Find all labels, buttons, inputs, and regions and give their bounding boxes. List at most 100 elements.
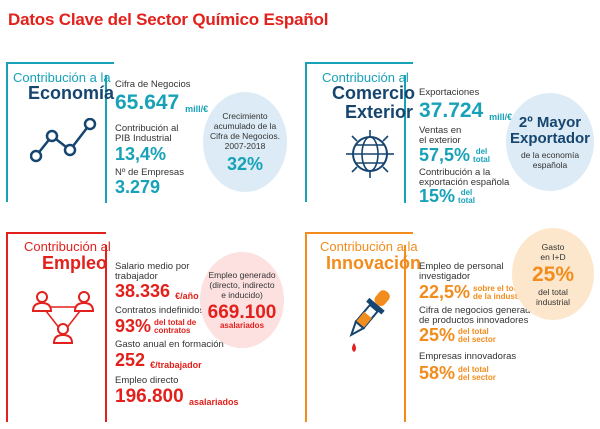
cifra-innov-unit: del total del sector <box>458 328 496 344</box>
gasto-unit: €/trabajador <box>150 360 202 370</box>
cifra-number: 65.647 <box>115 91 180 114</box>
investigador-unit: sobre el total de la industria <box>473 285 527 301</box>
divider <box>404 75 406 203</box>
ventas-number: 57,5% <box>419 145 471 165</box>
unit-line: del total <box>458 365 489 374</box>
circle-line: en I+D <box>540 251 566 262</box>
unit-line: del sector <box>458 335 496 344</box>
contratos-value: 93% del total de contratos <box>115 317 196 335</box>
contrib-label-line: exportación española <box>419 177 510 188</box>
directo-unit: asalariados <box>188 397 239 407</box>
circle-line: industrial <box>535 296 571 307</box>
ventas-value: 57,5% del total <box>419 146 490 164</box>
circle-line: (directo, indirecto <box>209 280 275 290</box>
cifra-innov-label-line: de productos innovadores <box>419 315 529 326</box>
unit-line: del total de <box>154 318 197 327</box>
gasto-value: 252 €/trabajador <box>115 350 202 370</box>
exportador-circle: 2º Mayor Exportador de la economía españ… <box>506 93 594 191</box>
circle-value: 25% <box>531 262 575 286</box>
salario-number: 38.336 <box>115 281 171 301</box>
section-title: Comercio <box>332 83 416 103</box>
crecimiento-circle: Crecimiento acumulado de la Cifra de Neg… <box>203 92 287 192</box>
cifra-innov-label-line: Cifra de negocios generada a partir <box>419 305 568 316</box>
empresas-innov-number: 58% <box>419 363 456 383</box>
circle-line: 2º Mayor <box>518 113 582 131</box>
unit-line: del total <box>458 327 489 336</box>
gasto-number: 252 <box>115 350 146 370</box>
pib-label-line: PIB Industrial <box>115 133 172 144</box>
pib-value: 13,4% <box>115 144 167 164</box>
divider <box>105 75 107 203</box>
section-subtitle: Contribución a la <box>320 239 418 254</box>
contrib-number: 15% <box>419 186 456 206</box>
circle-line: acumulado de la <box>213 121 277 131</box>
page-title: Datos Clave del Sector Químico Español <box>8 10 329 29</box>
cifra-label: Cifra de Negocios <box>115 79 191 90</box>
salario-label-line: Salario medio por <box>115 261 190 272</box>
ventas-unit: del total <box>473 148 490 164</box>
unit-line: sobre el total <box>473 284 523 293</box>
circle-line: del total <box>538 286 568 297</box>
unit-line: de la industria <box>473 292 528 301</box>
section-title: Innovación <box>326 253 422 273</box>
ventas-label: Ventas en el exterior <box>419 126 461 146</box>
empresas-innov-value: 58% del total del sector <box>419 364 496 382</box>
empleo-generado-circle: Empleo generado (directo, indirecto e in… <box>200 252 284 348</box>
contrib-label-line: Contribución a la <box>419 167 491 178</box>
unit-line: del <box>475 147 488 156</box>
circle-line: Empleo generado <box>208 270 276 280</box>
unit-line: del sector <box>458 373 496 382</box>
contrib-value: 15% del total <box>419 187 475 205</box>
cifra-value: 65.647 mill/€ <box>115 91 208 114</box>
circle-line: 2007-2018 <box>224 141 266 151</box>
gasto-id-circle: Gasto en I+D 25% del total industrial <box>512 228 594 320</box>
contratos-label: Contratos indefinidos <box>115 305 205 316</box>
cifra-innov-value: 25% del total del sector <box>419 326 496 344</box>
investigador-label-line: Empleo de personal <box>419 261 504 272</box>
directo-number: 196.800 <box>115 386 184 407</box>
export-number: 37.724 <box>419 99 484 122</box>
divider <box>305 62 413 64</box>
divider <box>6 232 8 422</box>
salario-label-line: trabajador <box>115 271 158 282</box>
cifra-innov-label: Cifra de negocios generada a partir de p… <box>419 306 568 326</box>
contratos-unit: del total de contratos <box>154 319 196 335</box>
circle-line: Exportador <box>509 129 590 147</box>
directo-label: Empleo directo <box>115 375 179 386</box>
gasto-label: Gasto anual en formación <box>115 339 224 350</box>
circle-line: Crecimiento <box>222 111 268 121</box>
circle-line: e inducido) <box>221 290 263 300</box>
export-unit: mill/€ <box>489 112 513 122</box>
line-chart-icon <box>30 118 97 163</box>
section-title: Empleo <box>42 253 108 273</box>
pib-label: Contribución al PIB Industrial <box>115 124 178 144</box>
salario-value: 38.336 €/año <box>115 281 199 301</box>
circle-line: española <box>532 159 568 170</box>
globe-icon <box>346 130 394 178</box>
divider <box>305 232 307 422</box>
ventas-label-line: Ventas en <box>419 125 462 136</box>
circle-value: 669.100 <box>207 302 277 323</box>
section-title: Economía <box>28 83 115 103</box>
salario-unit: €/año <box>175 291 199 301</box>
unit-line: total <box>458 196 475 205</box>
contrib-label: Contribución a la exportación española <box>419 168 509 188</box>
section-subtitle: Contribución al <box>24 239 111 254</box>
divider <box>6 232 106 234</box>
divider <box>105 245 107 422</box>
pib-label-line: Contribución al <box>115 123 179 134</box>
divider <box>305 232 413 234</box>
export-label: Exportaciones <box>419 87 480 98</box>
contratos-number: 93% <box>115 316 152 336</box>
investigador-value: 22,5% sobre el total de la industria <box>419 283 527 301</box>
investigador-number: 22,5% <box>419 282 471 302</box>
export-value: 37.724 mill/€ <box>419 99 513 122</box>
contrib-unit: del total <box>458 189 475 205</box>
section-subtitle: Contribución a la <box>13 70 111 85</box>
cifra-innov-number: 25% <box>419 325 456 345</box>
divider <box>6 62 8 202</box>
circle-line: de la economía <box>520 149 580 160</box>
section-subtitle: Contribución al <box>322 70 409 85</box>
empresas-label: Nº de Empresas <box>115 167 184 178</box>
circle-value: 32% <box>226 154 264 174</box>
